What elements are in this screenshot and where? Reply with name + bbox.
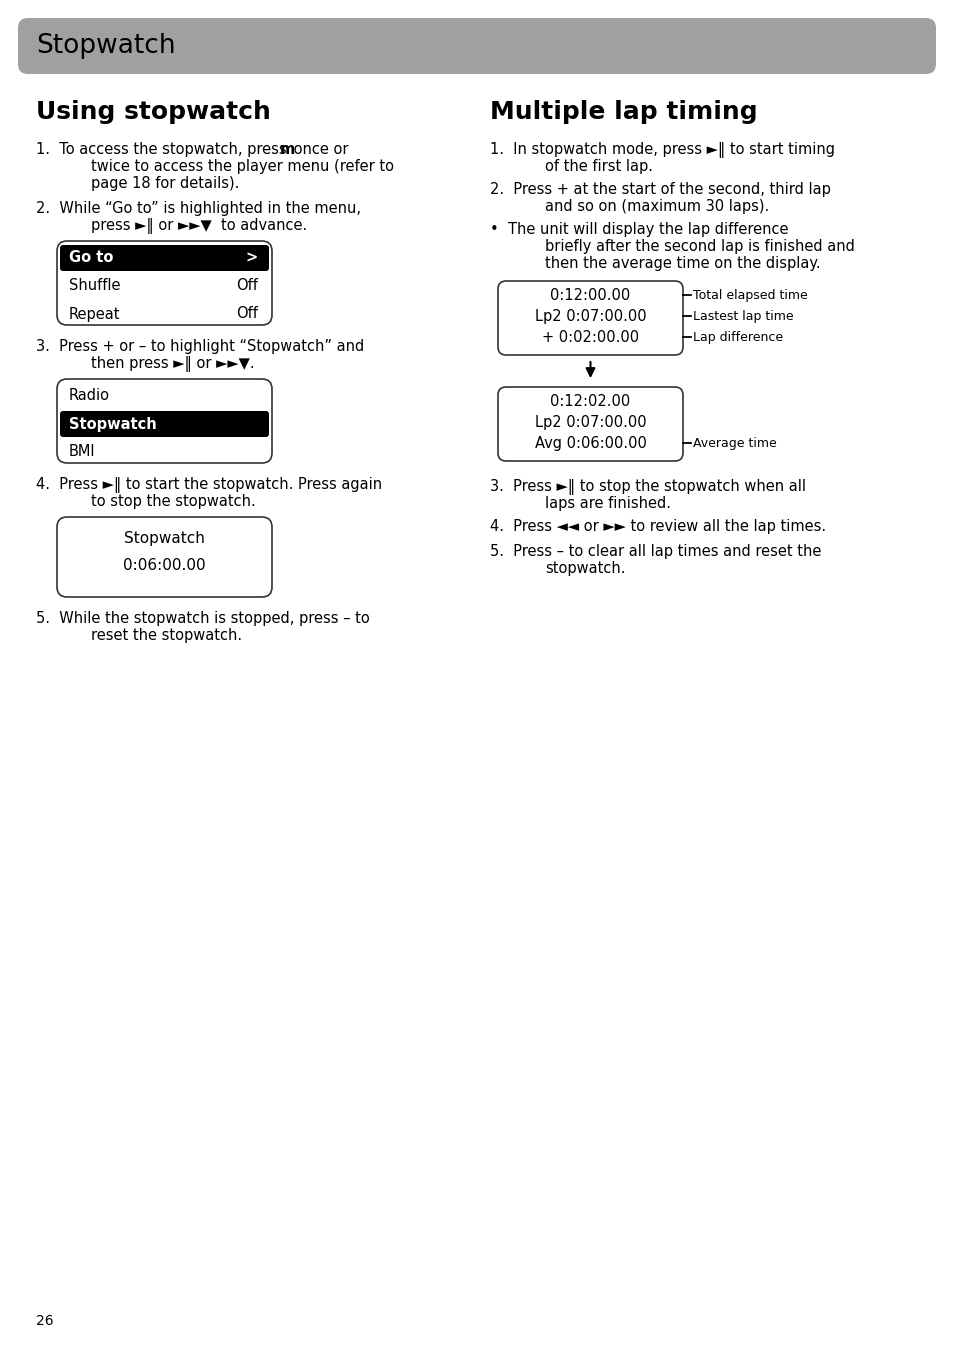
- Text: 0:12:02.00: 0:12:02.00: [550, 393, 630, 408]
- FancyBboxPatch shape: [18, 18, 935, 74]
- Text: Off: Off: [236, 307, 257, 322]
- FancyBboxPatch shape: [60, 411, 269, 437]
- Text: Off: Off: [236, 279, 257, 293]
- Text: 4.  Press ◄◄ or ►► to review all the lap times.: 4. Press ◄◄ or ►► to review all the lap …: [490, 519, 825, 534]
- Text: 1.  In stopwatch mode, press ►‖ to start timing: 1. In stopwatch mode, press ►‖ to start …: [490, 142, 834, 158]
- Text: then press ►‖ or ►►▼.: then press ►‖ or ►►▼.: [91, 356, 254, 372]
- Text: 1.  To access the stopwatch, press: 1. To access the stopwatch, press: [36, 142, 291, 157]
- Text: stopwatch.: stopwatch.: [544, 561, 625, 576]
- Text: twice to access the player menu (refer to: twice to access the player menu (refer t…: [91, 160, 394, 174]
- FancyBboxPatch shape: [497, 281, 682, 356]
- Text: Using stopwatch: Using stopwatch: [36, 100, 271, 124]
- Text: once or: once or: [289, 142, 348, 157]
- Text: >: >: [246, 250, 257, 265]
- Text: + 0:02:00.00: + 0:02:00.00: [541, 330, 639, 345]
- Text: Stopwatch: Stopwatch: [36, 32, 175, 59]
- Text: m: m: [280, 142, 294, 157]
- Text: Radio: Radio: [69, 388, 110, 403]
- Text: 2.  While “Go to” is highlighted in the menu,: 2. While “Go to” is highlighted in the m…: [36, 201, 360, 216]
- Text: BMI: BMI: [69, 445, 95, 460]
- Text: page 18 for details).: page 18 for details).: [91, 176, 239, 191]
- Text: press ►‖ or ►►▼  to advance.: press ►‖ or ►►▼ to advance.: [91, 218, 307, 234]
- Text: 3.  Press + or – to highlight “Stopwatch” and: 3. Press + or – to highlight “Stopwatch”…: [36, 339, 364, 354]
- Text: briefly after the second lap is finished and: briefly after the second lap is finished…: [544, 239, 854, 254]
- Text: 26: 26: [36, 1314, 53, 1328]
- Text: Lp2 0:07:00.00: Lp2 0:07:00.00: [534, 415, 645, 430]
- Text: of the first lap.: of the first lap.: [544, 160, 652, 174]
- Text: •  The unit will display the lap difference: • The unit will display the lap differen…: [490, 222, 788, 237]
- Text: 0:06:00.00: 0:06:00.00: [123, 557, 206, 572]
- Text: laps are finished.: laps are finished.: [544, 496, 670, 511]
- FancyBboxPatch shape: [497, 387, 682, 461]
- Text: 4.  Press ►‖ to start the stopwatch. Press again: 4. Press ►‖ to start the stopwatch. Pres…: [36, 477, 382, 493]
- FancyBboxPatch shape: [57, 516, 272, 598]
- Text: then the average time on the display.: then the average time on the display.: [544, 256, 820, 270]
- FancyBboxPatch shape: [57, 379, 272, 462]
- Text: Avg 0:06:00.00: Avg 0:06:00.00: [534, 435, 646, 450]
- Text: 3.  Press ►‖ to stop the stopwatch when all: 3. Press ►‖ to stop the stopwatch when a…: [490, 479, 805, 495]
- Text: 5.  Press – to clear all lap times and reset the: 5. Press – to clear all lap times and re…: [490, 544, 821, 558]
- Text: 0:12:00.00: 0:12:00.00: [550, 288, 630, 303]
- Text: Multiple lap timing: Multiple lap timing: [490, 100, 757, 124]
- Text: Repeat: Repeat: [69, 307, 120, 322]
- Text: Average time: Average time: [692, 437, 776, 450]
- Text: 5.  While the stopwatch is stopped, press – to: 5. While the stopwatch is stopped, press…: [36, 611, 370, 626]
- Text: Lastest lap time: Lastest lap time: [692, 310, 793, 323]
- Text: reset the stopwatch.: reset the stopwatch.: [91, 627, 242, 644]
- FancyBboxPatch shape: [57, 241, 272, 324]
- Text: Lap difference: Lap difference: [692, 331, 782, 343]
- Text: Total elapsed time: Total elapsed time: [692, 288, 807, 301]
- Text: Lp2 0:07:00.00: Lp2 0:07:00.00: [534, 308, 645, 323]
- Text: and so on (maximum 30 laps).: and so on (maximum 30 laps).: [544, 199, 768, 214]
- FancyBboxPatch shape: [60, 245, 269, 270]
- Text: Shuffle: Shuffle: [69, 279, 120, 293]
- Text: Go to: Go to: [69, 250, 113, 265]
- Text: 2.  Press + at the start of the second, third lap: 2. Press + at the start of the second, t…: [490, 183, 830, 197]
- Text: Stopwatch: Stopwatch: [69, 416, 156, 431]
- Text: to stop the stopwatch.: to stop the stopwatch.: [91, 493, 255, 508]
- Text: Stopwatch: Stopwatch: [124, 531, 205, 546]
